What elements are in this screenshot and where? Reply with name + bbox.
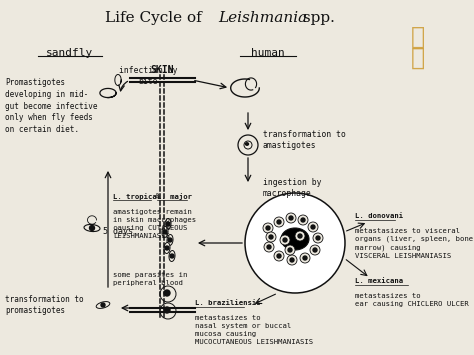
Text: transformation to
promastigotes: transformation to promastigotes [5, 295, 83, 315]
Text: L. tropica: L. tropica [113, 193, 157, 200]
Text: spp.: spp. [298, 11, 335, 25]
Circle shape [311, 225, 315, 229]
Circle shape [287, 255, 297, 265]
Circle shape [266, 232, 276, 242]
Circle shape [269, 235, 273, 239]
Circle shape [164, 290, 170, 296]
Circle shape [303, 256, 307, 260]
Text: 吉
祥: 吉 祥 [411, 25, 425, 70]
Text: L. braziliensis: L. braziliensis [195, 300, 261, 306]
Text: Life Cycle of: Life Cycle of [105, 11, 207, 25]
Ellipse shape [84, 224, 100, 231]
Circle shape [308, 222, 318, 232]
Text: metastasizes to
ear causing CHICLERO ULCER: metastasizes to ear causing CHICLERO ULC… [355, 285, 469, 307]
Text: L. major: L. major [157, 193, 192, 200]
Text: ingestion by
macrophage: ingestion by macrophage [263, 178, 321, 198]
Circle shape [277, 220, 281, 224]
Text: metastasizes to visceral
organs (liver, spleen, bone
marrow) causing
VISCERAL LE: metastasizes to visceral organs (liver, … [355, 220, 473, 259]
Text: some parasites in
peripheral blood: some parasites in peripheral blood [113, 272, 187, 286]
Circle shape [164, 307, 170, 313]
Circle shape [101, 303, 105, 307]
Circle shape [298, 234, 302, 238]
Circle shape [244, 141, 252, 149]
Ellipse shape [281, 228, 309, 250]
Circle shape [238, 135, 258, 155]
Circle shape [274, 217, 284, 227]
Circle shape [264, 242, 274, 252]
Circle shape [310, 245, 320, 255]
Circle shape [280, 235, 290, 245]
Circle shape [300, 253, 310, 263]
Circle shape [313, 248, 317, 252]
Circle shape [285, 245, 295, 255]
Circle shape [298, 215, 308, 225]
Circle shape [295, 231, 305, 241]
Circle shape [263, 223, 273, 233]
Ellipse shape [96, 302, 110, 308]
Circle shape [286, 213, 296, 223]
Text: L. mexicana: L. mexicana [355, 278, 403, 284]
Text: 5 days: 5 days [103, 228, 133, 236]
Text: &: & [151, 193, 164, 199]
Text: amastigotes remain
in skin macrophages
causing CUTANEOUS
LEISHMANIASIS: amastigotes remain in skin macrophages c… [113, 201, 196, 239]
Circle shape [274, 251, 284, 261]
Circle shape [288, 248, 292, 252]
Circle shape [245, 193, 345, 293]
Circle shape [90, 225, 94, 230]
Circle shape [170, 254, 174, 258]
Circle shape [163, 230, 167, 234]
Text: transformation to
amastigotes: transformation to amastigotes [263, 130, 346, 150]
Circle shape [160, 303, 176, 319]
Text: Leishmania: Leishmania [218, 11, 307, 25]
Circle shape [289, 216, 293, 220]
Ellipse shape [162, 226, 168, 237]
Text: infection by
bite: infection by bite [119, 66, 177, 86]
Text: sandfly: sandfly [46, 48, 94, 58]
Circle shape [165, 246, 169, 250]
Text: Promastigotes
developing in mid-
gut become infective
only when fly feeds
on cer: Promastigotes developing in mid- gut bec… [5, 78, 98, 134]
Circle shape [283, 238, 287, 242]
Text: SKIN: SKIN [150, 65, 174, 75]
Text: human: human [251, 48, 285, 58]
Ellipse shape [169, 251, 175, 262]
Ellipse shape [246, 143, 248, 145]
Circle shape [313, 233, 323, 243]
Circle shape [267, 245, 271, 249]
Text: metastasizes to
nasal system or buccal
mucosa causing
MUCOCUTANEOUS LEISHMANIASI: metastasizes to nasal system or buccal m… [195, 307, 313, 345]
Circle shape [160, 286, 176, 302]
Ellipse shape [164, 242, 170, 253]
Circle shape [290, 258, 294, 262]
Circle shape [166, 222, 170, 226]
Circle shape [277, 254, 281, 258]
Circle shape [316, 236, 320, 240]
Circle shape [168, 238, 172, 242]
Circle shape [266, 226, 270, 230]
Ellipse shape [167, 235, 173, 246]
Text: L. donovani: L. donovani [355, 213, 403, 219]
Ellipse shape [165, 219, 171, 229]
Circle shape [301, 218, 305, 222]
